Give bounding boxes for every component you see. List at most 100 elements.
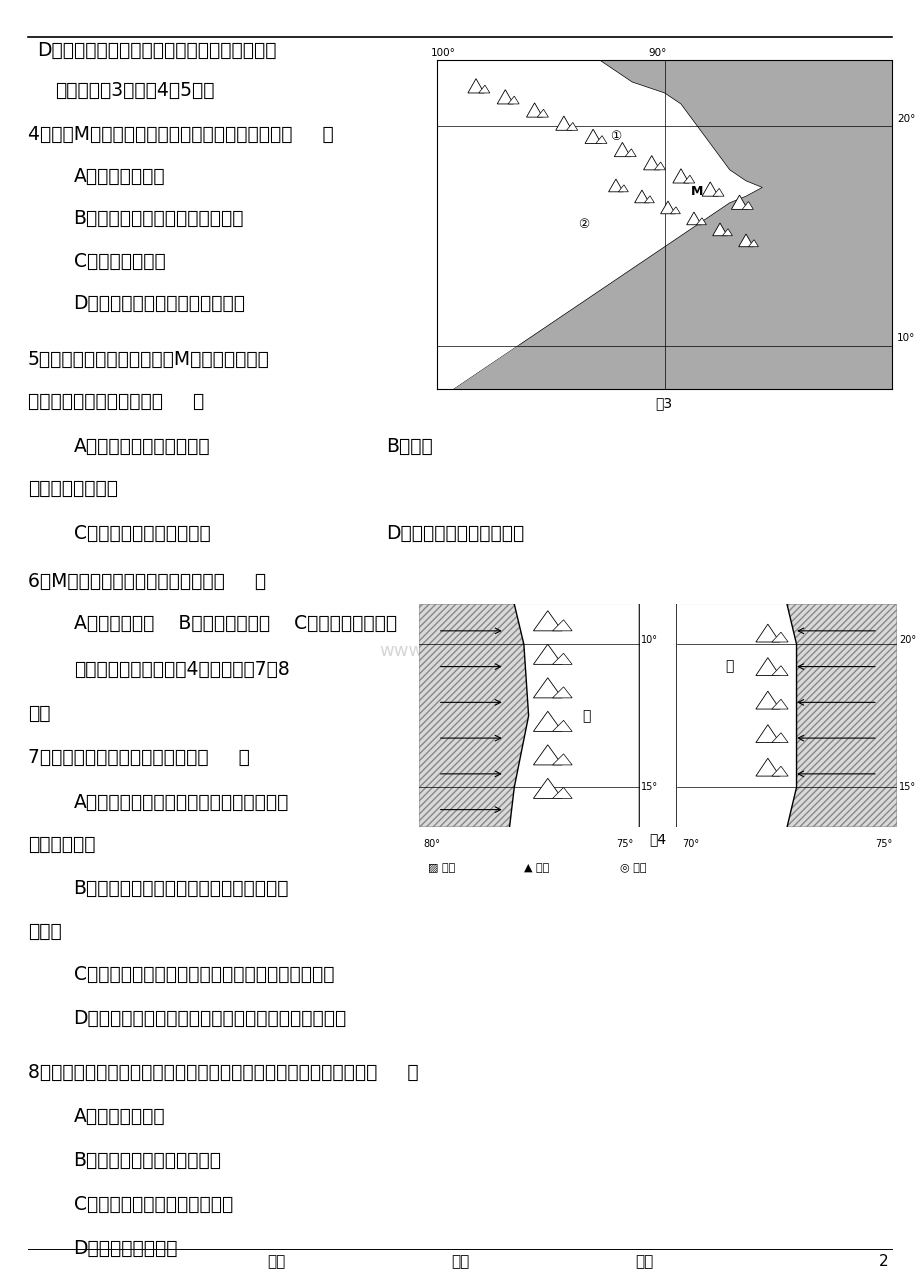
- Polygon shape: [584, 129, 601, 143]
- Polygon shape: [660, 200, 675, 213]
- Text: 读右下图图3，完成4～5题。: 读右下图图3，完成4～5题。: [55, 80, 214, 100]
- Polygon shape: [437, 258, 664, 389]
- Polygon shape: [507, 96, 518, 103]
- Polygon shape: [748, 240, 757, 246]
- Text: M: M: [690, 185, 703, 198]
- Bar: [676, 604, 896, 827]
- Text: B．太平: B．太平: [386, 437, 433, 456]
- Polygon shape: [526, 103, 542, 117]
- Text: 100°: 100°: [430, 47, 455, 57]
- Text: 5．依据板块构造学说，图中M山的成因与下列: 5．依据板块构造学说，图中M山的成因与下列: [28, 350, 269, 369]
- Polygon shape: [755, 759, 779, 776]
- Polygon shape: [771, 766, 788, 776]
- Polygon shape: [533, 678, 562, 699]
- Polygon shape: [552, 687, 572, 699]
- Text: A．水稻种植业    B．商品谷物农业    C．热带种植园农业    D．乳畜业: A．水稻种植业 B．商品谷物农业 C．热带种植园农业 D．乳畜业: [74, 614, 480, 633]
- Text: D．乙地受东北信风、山脉的影响，形成热带沙漠气候: D．乙地受东北信风、山脉的影响，形成热带沙漠气候: [74, 1009, 346, 1028]
- Text: ▨ 海洋: ▨ 海洋: [427, 863, 455, 873]
- Text: ①: ①: [609, 130, 621, 143]
- Polygon shape: [676, 604, 796, 827]
- Polygon shape: [418, 604, 528, 827]
- Text: 20°: 20°: [896, 114, 914, 124]
- Text: D．开普敦温和多雨: D．开普敦温和多雨: [74, 1239, 178, 1258]
- Polygon shape: [537, 110, 548, 117]
- Bar: [418, 604, 638, 827]
- Text: 图4: 图4: [649, 833, 665, 847]
- Text: 下图为两区域示意图图4，读图回答7－8: 下图为两区域示意图图4，读图回答7－8: [74, 660, 289, 679]
- Text: A．长江正值汛期: A．长江正值汛期: [74, 1107, 165, 1126]
- Text: 15°: 15°: [899, 783, 915, 792]
- Text: ▲ 山脉: ▲ 山脉: [523, 863, 549, 873]
- Text: 4．图中M山地东、西两坡山麓地带的植被类型是（     ）: 4．图中M山地东、西两坡山麓地带的植被类型是（ ）: [28, 125, 333, 144]
- Polygon shape: [614, 143, 630, 157]
- Text: A．均为热带草原: A．均为热带草原: [74, 167, 165, 186]
- Polygon shape: [771, 700, 788, 709]
- Polygon shape: [742, 202, 753, 209]
- Text: D．高度发达的电子工业，有利于发展汽车工业: D．高度发达的电子工业，有利于发展汽车工业: [37, 41, 276, 60]
- Text: 题。: 题。: [28, 704, 50, 723]
- Text: A．甲地深受洋流、山脉的影响，气候带成: A．甲地深受洋流、山脉的影响，气候带成: [74, 793, 289, 812]
- Text: D．印度洋板块与美洲板块: D．印度洋板块与美洲板块: [386, 524, 524, 543]
- Polygon shape: [755, 624, 779, 642]
- Text: 甲: 甲: [581, 709, 590, 723]
- Text: 洋板块与美洲板块: 洋板块与美洲板块: [28, 479, 118, 498]
- Text: B．甲地受信风、山脉的影响，形成热带雨: B．甲地受信风、山脉的影响，形成热带雨: [74, 879, 289, 898]
- Text: 南北狭长分布: 南北狭长分布: [28, 835, 95, 854]
- Polygon shape: [786, 604, 896, 827]
- Text: 10°: 10°: [896, 333, 914, 344]
- Polygon shape: [670, 207, 680, 213]
- Polygon shape: [555, 116, 572, 130]
- Text: 80°: 80°: [423, 839, 440, 849]
- Polygon shape: [721, 229, 732, 236]
- Polygon shape: [552, 788, 572, 798]
- Polygon shape: [478, 86, 489, 93]
- Text: 6．M所在地区主要农业地域类型是（     ）: 6．M所在地区主要农业地域类型是（ ）: [28, 572, 266, 591]
- Text: D．东为热带雨林，西为热带草原: D．东为热带雨林，西为热带草原: [74, 294, 245, 313]
- Polygon shape: [696, 218, 706, 225]
- Text: 75°: 75°: [616, 839, 633, 849]
- Text: 图3: 图3: [655, 396, 672, 410]
- Polygon shape: [533, 779, 562, 798]
- Polygon shape: [533, 610, 562, 631]
- Text: A．印度洋板块和亚欧板块: A．印度洋板块和亚欧板块: [74, 437, 210, 456]
- Text: 20°: 20°: [899, 635, 915, 645]
- Text: www.zixin.com.cn: www.zixin.com.cn: [379, 642, 540, 660]
- Polygon shape: [509, 604, 638, 827]
- Polygon shape: [755, 658, 779, 676]
- Polygon shape: [468, 79, 483, 93]
- Text: B．东为热带草原，西为热带荒漠: B．东为热带草原，西为热带荒漠: [74, 209, 244, 229]
- Text: 林气候: 林气候: [28, 922, 62, 941]
- Text: C．乙地主要受海陆热力性质的影响，夏季降水丰沛: C．乙地主要受海陆热力性质的影响，夏季降水丰沛: [74, 965, 334, 985]
- Polygon shape: [496, 89, 513, 103]
- Polygon shape: [771, 665, 788, 676]
- Polygon shape: [771, 632, 788, 642]
- Text: B．澳大利亚西北部吹西北风: B．澳大利亚西北部吹西北风: [74, 1151, 221, 1170]
- Polygon shape: [771, 733, 788, 743]
- Text: ②: ②: [577, 218, 588, 231]
- Polygon shape: [596, 135, 607, 143]
- Polygon shape: [608, 179, 622, 192]
- Polygon shape: [686, 212, 700, 225]
- Polygon shape: [683, 175, 694, 183]
- Polygon shape: [712, 188, 723, 197]
- Polygon shape: [533, 744, 562, 765]
- Text: 90°: 90°: [648, 47, 666, 57]
- Text: 75°: 75°: [874, 839, 891, 849]
- Text: C．南极洲板块与美洲板块: C．南极洲板块与美洲板块: [74, 524, 210, 543]
- Polygon shape: [533, 645, 562, 664]
- Text: 7．甲、乙两地附近的气候状况是（     ）: 7．甲、乙两地附近的气候状况是（ ）: [28, 748, 249, 767]
- Polygon shape: [552, 753, 572, 765]
- Polygon shape: [643, 156, 659, 170]
- Text: C．均为热带荒漠: C．均为热带荒漠: [74, 252, 165, 271]
- Polygon shape: [533, 711, 562, 732]
- Text: C．墨西哥湾沿岸飓风活动频繁: C．墨西哥湾沿岸飓风活动频繁: [74, 1195, 233, 1214]
- Polygon shape: [643, 195, 653, 203]
- Text: 乙: 乙: [724, 660, 733, 673]
- Polygon shape: [755, 691, 779, 709]
- Polygon shape: [552, 619, 572, 631]
- Polygon shape: [738, 234, 753, 246]
- Polygon shape: [731, 195, 747, 209]
- Polygon shape: [672, 169, 688, 183]
- Text: 10°: 10°: [641, 635, 657, 645]
- Text: 70°: 70°: [681, 839, 698, 849]
